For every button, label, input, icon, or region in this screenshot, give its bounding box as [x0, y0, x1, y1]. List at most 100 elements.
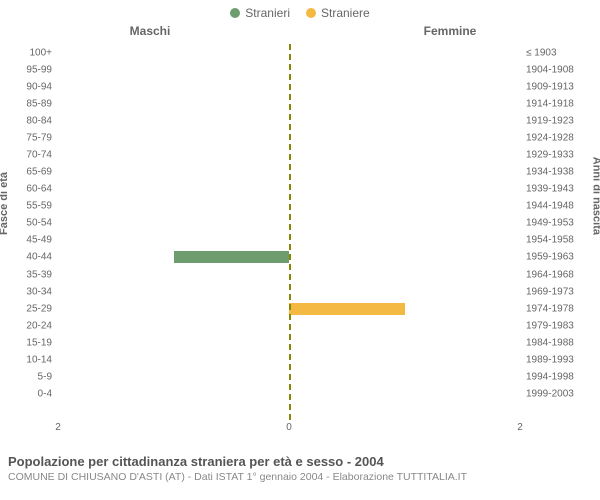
pyramid-chart: Maschi Femmine Fasce di età Anni di nasc…	[0, 20, 600, 450]
male-cell	[58, 95, 289, 112]
male-cell	[58, 386, 289, 403]
male-cell	[58, 317, 289, 334]
female-cell	[289, 232, 520, 249]
male-cell	[58, 112, 289, 129]
age-row: 90-941909-1913	[58, 78, 520, 95]
female-cell	[289, 283, 520, 300]
legend-label-straniere: Straniere	[321, 6, 370, 20]
age-label: 0-4	[38, 389, 58, 400]
legend: Stranieri Straniere	[0, 0, 600, 20]
age-row: 85-891914-1918	[58, 95, 520, 112]
age-label: 20-24	[26, 320, 58, 331]
female-cell	[289, 181, 520, 198]
male-cell	[58, 78, 289, 95]
x-tick-left-far: 2	[55, 422, 61, 433]
birth-label: 1954-1958	[520, 235, 574, 246]
y-axis-right-title: Anni di nascita	[590, 157, 600, 235]
x-axis: 2 0 2	[58, 422, 520, 436]
age-row: 55-591944-1948	[58, 198, 520, 215]
female-cell	[289, 146, 520, 163]
male-cell	[58, 215, 289, 232]
age-row: 20-241979-1983	[58, 317, 520, 334]
female-cell	[289, 334, 520, 351]
age-label: 90-94	[26, 81, 58, 92]
male-cell	[58, 181, 289, 198]
age-row: 25-291974-1978	[58, 300, 520, 317]
birth-label: 1994-1998	[520, 372, 574, 383]
birth-label: 1964-1968	[520, 269, 574, 280]
birth-label: 1929-1933	[520, 150, 574, 161]
female-cell	[289, 198, 520, 215]
male-bar	[174, 251, 290, 263]
age-row: 65-691934-1938	[58, 164, 520, 181]
age-label: 60-64	[26, 184, 58, 195]
male-cell	[58, 61, 289, 78]
age-label: 50-54	[26, 218, 58, 229]
female-cell	[289, 78, 520, 95]
male-cell	[58, 334, 289, 351]
age-label: 100+	[29, 47, 58, 58]
age-row: 35-391964-1968	[58, 266, 520, 283]
birth-label: 1999-2003	[520, 389, 574, 400]
female-cell	[289, 164, 520, 181]
age-label: 55-59	[26, 201, 58, 212]
age-row: 95-991904-1908	[58, 61, 520, 78]
birth-label: 1924-1928	[520, 132, 574, 143]
birth-label: ≤ 1903	[520, 47, 557, 58]
female-cell	[289, 317, 520, 334]
age-row: 60-641939-1943	[58, 181, 520, 198]
birth-label: 1949-1953	[520, 218, 574, 229]
birth-label: 1989-1993	[520, 354, 574, 365]
female-cell	[289, 61, 520, 78]
female-cell	[289, 215, 520, 232]
caption: Popolazione per cittadinanza straniera p…	[0, 450, 600, 483]
age-label: 30-34	[26, 286, 58, 297]
birth-label: 1944-1948	[520, 201, 574, 212]
age-row: 45-491954-1958	[58, 232, 520, 249]
female-cell	[289, 129, 520, 146]
male-cell	[58, 164, 289, 181]
male-cell	[58, 249, 289, 266]
age-label: 70-74	[26, 150, 58, 161]
age-label: 15-19	[26, 337, 58, 348]
female-cell	[289, 44, 520, 61]
age-label: 95-99	[26, 64, 58, 75]
female-bar	[289, 303, 405, 315]
plot-area: 100+≤ 190395-991904-190890-941909-191385…	[58, 44, 520, 420]
birth-label: 1914-1918	[520, 98, 574, 109]
birth-label: 1984-1988	[520, 337, 574, 348]
birth-label: 1934-1938	[520, 167, 574, 178]
legend-swatch-stranieri	[230, 8, 240, 18]
female-cell	[289, 300, 520, 317]
male-cell	[58, 266, 289, 283]
age-label: 5-9	[38, 372, 58, 383]
legend-swatch-straniere	[306, 8, 316, 18]
caption-subtitle: COMUNE DI CHIUSANO D'ASTI (AT) - Dati IS…	[8, 471, 592, 483]
header-femmine: Femmine	[300, 24, 600, 38]
age-label: 35-39	[26, 269, 58, 280]
female-cell	[289, 368, 520, 385]
header-maschi: Maschi	[0, 24, 300, 38]
age-row: 100+≤ 1903	[58, 44, 520, 61]
age-row: 40-441959-1963	[58, 249, 520, 266]
age-row: 70-741929-1933	[58, 146, 520, 163]
birth-label: 1979-1983	[520, 320, 574, 331]
legend-item-stranieri: Stranieri	[230, 6, 290, 20]
x-tick-right-far: 2	[517, 422, 523, 433]
male-cell	[58, 129, 289, 146]
age-label: 80-84	[26, 115, 58, 126]
male-cell	[58, 300, 289, 317]
male-cell	[58, 44, 289, 61]
female-cell	[289, 249, 520, 266]
y-axis-left-title: Fasce di età	[0, 172, 10, 235]
birth-label: 1904-1908	[520, 64, 574, 75]
age-label: 10-14	[26, 354, 58, 365]
male-cell	[58, 351, 289, 368]
age-row: 30-341969-1973	[58, 283, 520, 300]
age-row: 15-191984-1988	[58, 334, 520, 351]
age-label: 85-89	[26, 98, 58, 109]
legend-item-straniere: Straniere	[306, 6, 370, 20]
birth-label: 1974-1978	[520, 303, 574, 314]
male-cell	[58, 232, 289, 249]
legend-label-stranieri: Stranieri	[245, 6, 290, 20]
